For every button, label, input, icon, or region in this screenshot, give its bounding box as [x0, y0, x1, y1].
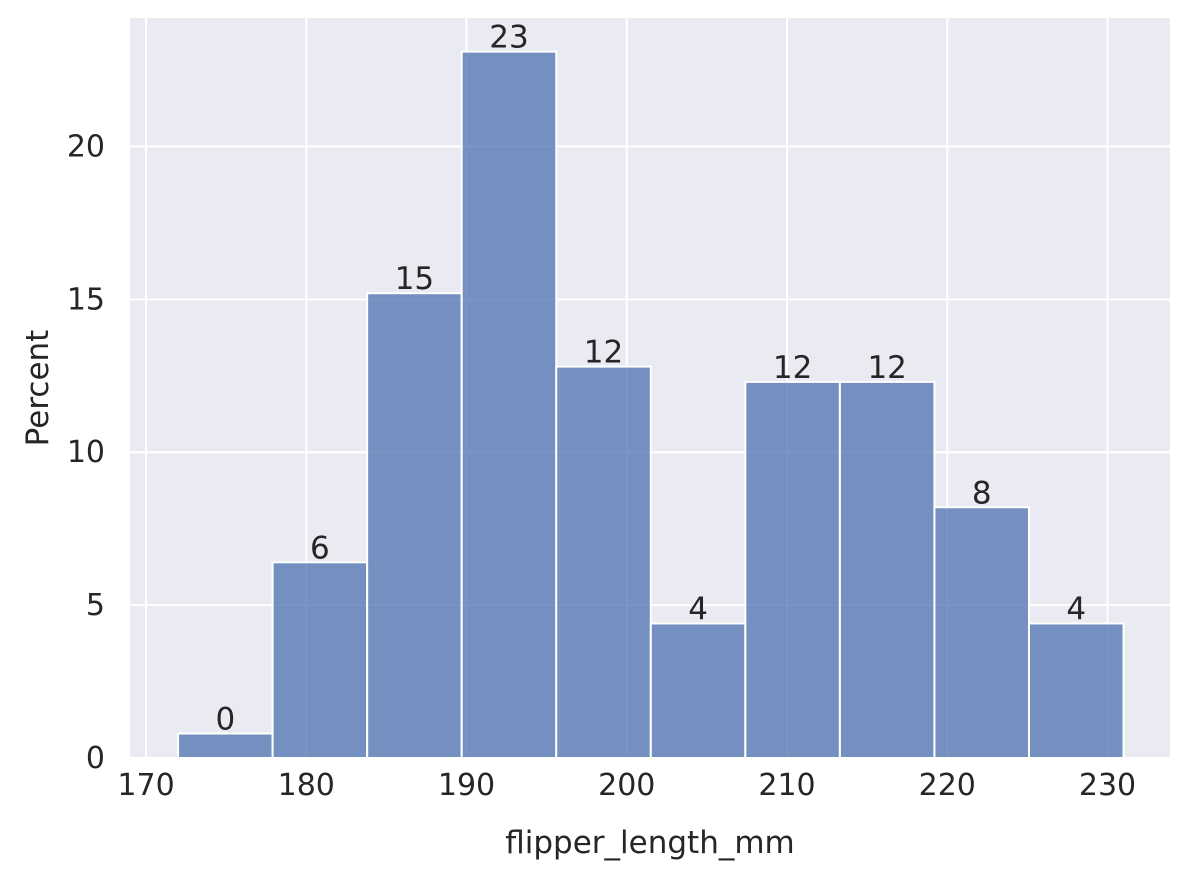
bar-value-label-5: 4 — [688, 591, 708, 627]
x-tick-label-2: 190 — [438, 768, 495, 803]
bar-value-label-0: 0 — [215, 702, 235, 738]
y-tick-label-4: 20 — [67, 129, 105, 164]
x-tick-label-3: 200 — [598, 768, 655, 803]
x-tick-label-1: 180 — [278, 768, 335, 803]
x-tick-label-6: 230 — [1079, 768, 1136, 803]
bar-labels: 0 6 15 23 12 4 12 12 8 4 — [215, 20, 1086, 738]
histogram-bar-3 — [460, 50, 558, 760]
histogram-bar-8 — [933, 506, 1030, 759]
x-tick-label-0: 170 — [117, 768, 174, 803]
y-axis-title: Percent — [20, 330, 56, 447]
histogram-bar-2 — [366, 292, 463, 759]
bar-value-label-4: 12 — [584, 335, 623, 371]
histogram-bar-4 — [555, 365, 652, 759]
y-tick-label-2: 10 — [67, 435, 105, 470]
x-tick-label-4: 210 — [758, 768, 815, 803]
histogram-bar-0 — [177, 732, 274, 759]
x-axis-title: flipper_length_mm — [505, 825, 795, 861]
histogram-bar-1 — [271, 561, 369, 760]
x-tick-labels: 170 180 190 200 210 220 230 — [117, 768, 1136, 803]
bar-value-label-8: 8 — [972, 475, 992, 511]
y-tick-labels: 0 5 10 15 20 — [67, 129, 105, 776]
bar-value-label-6: 12 — [773, 350, 812, 386]
histogram-bar-7 — [838, 380, 936, 759]
bar-value-label-9: 4 — [1066, 591, 1086, 627]
histogram-bar-5 — [649, 622, 747, 759]
histogram-bar-6 — [744, 380, 841, 759]
bar-value-label-3: 23 — [489, 20, 528, 56]
bar-value-label-2: 15 — [395, 261, 434, 297]
bar-value-label-1: 6 — [310, 530, 330, 566]
y-tick-label-1: 5 — [86, 588, 105, 623]
histogram-bar-9 — [1027, 622, 1125, 759]
y-tick-label-3: 15 — [67, 282, 105, 317]
y-tick-label-0: 0 — [86, 741, 105, 776]
x-tick-label-5: 220 — [919, 768, 976, 803]
bar-value-label-7: 12 — [867, 350, 906, 386]
bars — [177, 50, 1125, 760]
